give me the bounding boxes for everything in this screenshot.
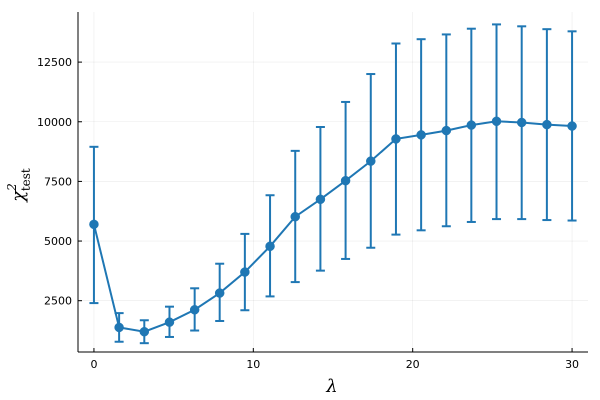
data-point (516, 117, 527, 128)
data-point (315, 194, 326, 205)
data-point (139, 326, 150, 337)
data-point (265, 241, 275, 252)
data-point (189, 305, 200, 315)
data-point (542, 119, 552, 130)
data-marks (89, 23, 577, 345)
x-tick-label: 10 (246, 358, 260, 371)
data-point (240, 267, 250, 277)
data-point (114, 322, 124, 333)
data-point (89, 219, 99, 230)
data-point (164, 317, 175, 327)
y-axis-label-superscript: 2 (5, 183, 19, 192)
y-axis-label-main: χ (8, 190, 29, 204)
grid (78, 12, 588, 352)
ticks: 0 10 20 30 2500 5000 7500 10000 12500 (37, 56, 579, 371)
data-point (416, 130, 426, 140)
y-tick-label: 10000 (37, 116, 72, 129)
y-tick-label: 12500 (37, 56, 72, 69)
data-point (340, 175, 351, 186)
x-tick-label: 30 (565, 358, 579, 371)
x-axis-label: λ (325, 376, 337, 397)
axes (77, 12, 588, 353)
y-tick-label: 5000 (44, 235, 72, 248)
data-point (441, 125, 452, 136)
data-point (290, 211, 300, 222)
y-axis-label-subscript: test (19, 168, 33, 191)
x-tick-label: 0 (90, 358, 97, 371)
y-axis-label: χ2test (5, 168, 33, 204)
data-point (214, 288, 225, 298)
data-point (391, 134, 401, 144)
data-point (491, 116, 502, 127)
x-tick-label: 20 (406, 358, 420, 371)
y-tick-label: 2500 (44, 295, 72, 308)
data-point (466, 120, 477, 130)
series-line (92, 120, 573, 333)
y-tick-label: 7500 (44, 175, 72, 188)
data-point (567, 121, 577, 131)
data-point (366, 156, 376, 166)
